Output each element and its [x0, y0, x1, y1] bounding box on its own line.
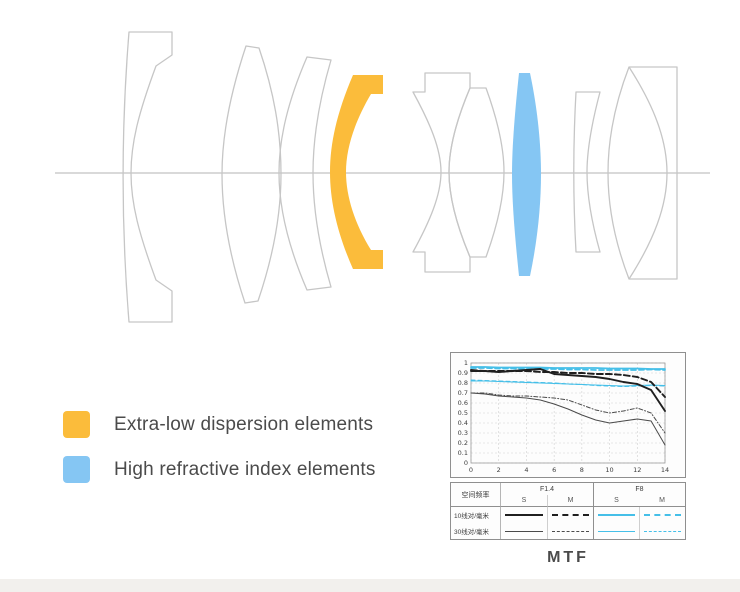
spatial-frequency-header: 空间频率 [451, 483, 501, 507]
mtf-curve-f1.4-sagittal-10-lp-mm [470, 368, 666, 412]
svg-text:0.2: 0.2 [458, 439, 468, 447]
bottom-strip [0, 579, 740, 592]
svg-text:4: 4 [524, 466, 528, 474]
lens-element-8-cemented-surface [628, 66, 668, 280]
svg-text:12: 12 [633, 466, 641, 474]
aperture-header-f8: F8 [593, 483, 685, 495]
svg-text:10: 10 [605, 466, 613, 474]
mtf-title: MTF [547, 549, 589, 566]
svg-text:0.4: 0.4 [458, 419, 468, 427]
row-label-30lp: 30线对/毫米 [451, 523, 501, 539]
subcol-f14-s: S [501, 495, 547, 507]
line-sample-f8-m-30lp [639, 523, 685, 539]
line-sample-f8-s-10lp [593, 507, 639, 523]
svg-text:0: 0 [469, 466, 473, 474]
lens-element-4-ed-glass [330, 75, 383, 269]
row-label-10lp: 10线对/毫米 [451, 507, 501, 523]
mtf-panel: 0 0.1 0.2 0.3 0.4 0.5 0.6 0.7 0.8 0.9 1 0 2 4 6 8 10 12 14… [450, 352, 686, 567]
mtf-curve-f1.4-meridional-30-lp-mm [470, 392, 666, 434]
mtf-chart: 0 0.1 0.2 0.3 0.4 0.5 0.6 0.7 0.8 0.9 1 0 2 4 6 8 10 12 14 [450, 352, 686, 478]
mtf-curve-f1.4-sagittal-30-lp-mm [470, 392, 666, 446]
svg-text:0.6: 0.6 [458, 399, 468, 407]
lens-element-5b [448, 87, 505, 258]
svg-text:0.1: 0.1 [458, 449, 468, 457]
mtf-legend-table: 空间频率 F1.4 F8 S M S M 10线对/毫米 30线对/毫米 [450, 482, 686, 540]
element-color-legend: Extra-low dispersion elements High refra… [63, 411, 376, 483]
subcol-f14-m: M [547, 495, 593, 507]
subcol-f8-s: S [593, 495, 639, 507]
mtf-curve-f8-meridional-30-lp-mm [470, 379, 666, 388]
lens-element-3 [278, 56, 332, 291]
svg-text:1: 1 [464, 359, 468, 367]
legend-item-hri: High refractive index elements [63, 456, 376, 483]
line-sample-f14-m-30lp [547, 523, 593, 539]
lens-element-8 [607, 66, 678, 280]
svg-text:2: 2 [497, 466, 501, 474]
line-sample-f8-m-10lp [639, 507, 685, 523]
mtf-curve-f1.4-meridional-10-lp-mm [470, 369, 666, 398]
subcol-f8-m: M [639, 495, 685, 507]
svg-text:0.9: 0.9 [458, 369, 468, 377]
line-sample-f14-s-10lp [501, 507, 547, 523]
svg-text:0.8: 0.8 [458, 379, 468, 387]
line-sample-f14-m-10lp [547, 507, 593, 523]
lens-element-2 [221, 45, 282, 304]
legend-item-ed: Extra-low dispersion elements [63, 411, 376, 438]
ed-legend-label: Extra-low dispersion elements [114, 413, 374, 435]
svg-text:0.7: 0.7 [458, 389, 468, 397]
svg-text:14: 14 [661, 466, 669, 474]
mtf-plot: 00.10.20.30.40.50.60.70.80.910 2 4 6 8 10 12 14 [458, 359, 669, 474]
line-sample-f8-s-30lp [593, 523, 639, 539]
svg-text:0.3: 0.3 [458, 429, 468, 437]
lens-element-7 [573, 91, 601, 253]
ed-color-swatch [63, 411, 90, 438]
mtf-curve-f8-meridional-10-lp-mm [470, 367, 666, 371]
svg-text:6: 6 [552, 466, 556, 474]
svg-text:8: 8 [580, 466, 584, 474]
svg-text:0: 0 [464, 459, 468, 467]
lens-element-6-hri-glass [512, 73, 541, 276]
svg-text:0.5: 0.5 [458, 409, 468, 417]
hri-legend-label: High refractive index elements [114, 458, 376, 480]
aperture-header-f14: F1.4 [539, 485, 554, 493]
hri-color-swatch [63, 456, 90, 483]
lens-cross-section-diagram [55, 31, 710, 323]
lens-element-1 [122, 31, 173, 323]
mtf-curve-f8-sagittal-10-lp-mm [470, 366, 666, 370]
line-sample-f14-s-30lp [501, 523, 547, 539]
